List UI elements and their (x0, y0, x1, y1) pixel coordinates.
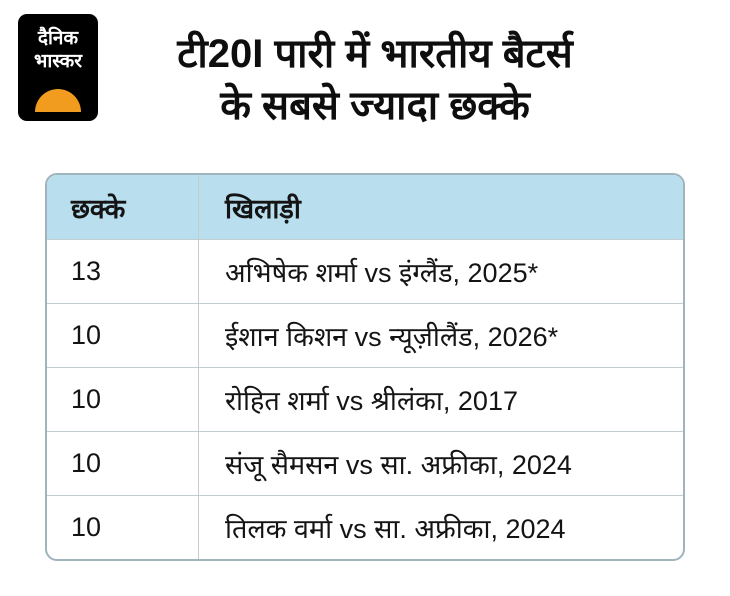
sixes-table: छक्के खिलाड़ी 13 अभिषेक शर्मा vs इंग्लैं… (45, 173, 685, 561)
dainik-bhaskar-logo: दैनिक भास्कर (18, 14, 98, 121)
logo-text-line1: दैनिक (37, 28, 79, 49)
table-row: 10 ईशान किशन vs न्यूज़ीलैंड, 2026* (47, 303, 683, 367)
column-header-sixes: छक्के (47, 175, 199, 239)
table-row: 10 संजू सैमसन vs सा. अफ्रीका, 2024 (47, 431, 683, 495)
player-cell: रोहित शर्मा vs श्रीलंका, 2017 (225, 386, 518, 416)
column-header-player: खिलाड़ी (225, 193, 301, 224)
sixes-cell: 10 (47, 496, 199, 559)
sixes-cell: 13 (47, 240, 199, 303)
player-cell: अभिषेक शर्मा vs इंग्लैंड, 2025* (225, 258, 539, 288)
sixes-cell: 10 (47, 432, 199, 495)
rising-sun-icon (35, 89, 81, 112)
page-title: टी20I पारी में भारतीय बैटर्स के सबसे ज्य… (20, 28, 730, 132)
sixes-cell: 10 (47, 368, 199, 431)
table-header-row: छक्के खिलाड़ी (47, 175, 683, 239)
title-line2: के सबसे ज्यादा छक्के (220, 84, 530, 128)
player-cell: संजू सैमसन vs सा. अफ्रीका, 2024 (225, 450, 572, 480)
table-row: 10 तिलक वर्मा vs सा. अफ्रीका, 2024 (47, 495, 683, 559)
table-row: 13 अभिषेक शर्मा vs इंग्लैंड, 2025* (47, 239, 683, 303)
logo-text-line2: भास्कर (33, 51, 83, 72)
table-row: 10 रोहित शर्मा vs श्रीलंका, 2017 (47, 367, 683, 431)
player-cell: तिलक वर्मा vs सा. अफ्रीका, 2024 (225, 514, 566, 544)
player-cell: ईशान किशन vs न्यूज़ीलैंड, 2026* (225, 322, 559, 352)
sixes-cell: 10 (47, 304, 199, 367)
title-line1: टी20I पारी में भारतीय बैटर्स (177, 32, 573, 76)
